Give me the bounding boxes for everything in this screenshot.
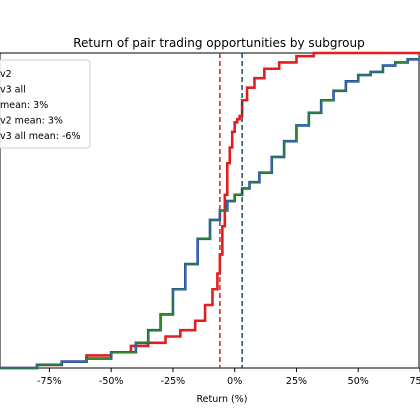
legend: v2 v3 all mean: 3% v2 mean: 3% v3 all mean: … — [0, 59, 91, 149]
axes-frame — [0, 52, 420, 369]
x-tick-label: -75% — [37, 376, 62, 387]
series-line-1 — [0, 51, 420, 370]
x-tick-label: 50% — [348, 376, 369, 387]
legend-entry-label: mean: 3% — [0, 100, 48, 111]
x-tick-label: -25% — [161, 376, 186, 387]
x-tick-label: 75% — [409, 376, 420, 387]
series-line-3 — [0, 56, 420, 369]
legend-entry-label: v3 all — [0, 85, 26, 96]
x-tick-label: 25% — [286, 376, 307, 387]
plot-area — [0, 51, 420, 370]
x-axis-ticks: -75% -50% -25% 0% 25% 50% 75% — [37, 368, 420, 387]
x-tick-label: 0% — [227, 376, 242, 387]
x-tick-label: -50% — [99, 376, 124, 387]
chart-title: Return of pair trading opportunities by … — [73, 36, 365, 50]
legend-entry-label: v2 — [0, 69, 12, 80]
legend-entry-label: v3 all mean: -6% — [0, 131, 80, 142]
legend-box — [0, 59, 91, 149]
legend-entry-label: v2 mean: 3% — [0, 116, 63, 127]
x-axis-label: Return (%) — [197, 394, 248, 405]
